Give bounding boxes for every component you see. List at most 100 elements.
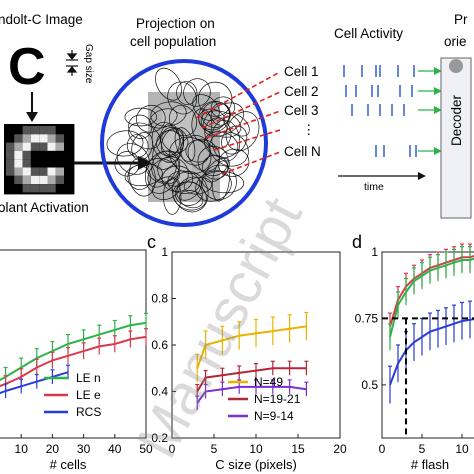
activation-pixel bbox=[39, 150, 48, 160]
receptive-field bbox=[163, 178, 182, 215]
series-line bbox=[389, 254, 474, 327]
activation-pixel bbox=[47, 134, 56, 143]
y-tick-label: 0.4 bbox=[151, 385, 168, 399]
receptive-field bbox=[202, 102, 244, 137]
activation-pixel bbox=[14, 159, 23, 168]
receptive-field bbox=[152, 176, 181, 200]
receptive-field bbox=[161, 126, 189, 153]
activation-pixel bbox=[30, 126, 40, 135]
projection-title-1: Projection on bbox=[136, 16, 215, 31]
activation-pixel bbox=[6, 175, 15, 185]
projection-dash-line bbox=[201, 91, 281, 129]
activation-pixel bbox=[55, 126, 65, 135]
activation-pixel bbox=[14, 167, 23, 176]
activation-pixel bbox=[6, 184, 15, 193]
cell-population-circle bbox=[100, 59, 268, 227]
x-tick-label: 10 bbox=[15, 442, 29, 456]
cell-label: Cell 3 bbox=[284, 103, 319, 118]
right-arrow-icon bbox=[74, 156, 152, 170]
activation-pixel bbox=[22, 142, 31, 151]
activation-pixel bbox=[22, 167, 31, 176]
receptive-field bbox=[202, 154, 229, 180]
activation-pixel bbox=[6, 159, 15, 168]
activation-pixel bbox=[64, 167, 73, 176]
pr-label: Pr bbox=[454, 12, 468, 27]
y-tick-label: 0.2 bbox=[151, 431, 168, 445]
activation-pixel bbox=[55, 150, 65, 160]
series-line bbox=[196, 385, 307, 404]
activation-pixel bbox=[39, 134, 48, 143]
receptive-field bbox=[155, 67, 182, 101]
decoder-label: Decoder bbox=[449, 94, 464, 146]
x-tick-label: 0 bbox=[379, 442, 386, 456]
activation-pixel bbox=[55, 159, 65, 168]
x-axis-label: C size (pixels) bbox=[215, 457, 297, 472]
gap-size-label: Gap size bbox=[83, 44, 94, 84]
receptive-field bbox=[209, 131, 249, 167]
receptive-field bbox=[128, 122, 161, 150]
x-tick-label: 40 bbox=[108, 442, 122, 456]
activation-pixel bbox=[6, 167, 15, 176]
activation-pixel bbox=[39, 159, 48, 168]
activation-pixel bbox=[64, 175, 73, 185]
legend-label: N=9-14 bbox=[254, 409, 294, 423]
activation-pixel bbox=[22, 159, 31, 168]
decoder-input-arrowhead bbox=[434, 106, 442, 114]
activation-pixel bbox=[39, 167, 48, 176]
activation-pixel bbox=[64, 150, 73, 160]
receptive-field bbox=[128, 114, 153, 139]
projection-dash-line bbox=[221, 151, 281, 175]
legend-label: LE e bbox=[76, 388, 101, 402]
receptive-field bbox=[198, 100, 231, 133]
receptive-field bbox=[171, 171, 209, 213]
series-line bbox=[0, 321, 147, 382]
y-tick-label: 1 bbox=[161, 245, 168, 259]
receptive-field bbox=[200, 110, 242, 138]
activation-pixel bbox=[6, 142, 15, 151]
activation-pixel bbox=[14, 142, 23, 151]
receptive-field bbox=[152, 128, 185, 170]
receptive-field bbox=[126, 134, 149, 158]
x-tick-label: 10 bbox=[249, 442, 263, 456]
y-tick-label: 0.6 bbox=[151, 338, 168, 352]
receptive-field bbox=[176, 81, 198, 105]
projection-title-2: cell population bbox=[130, 34, 216, 49]
receptive-field bbox=[161, 165, 194, 192]
series-line bbox=[389, 257, 474, 338]
receptive-field bbox=[176, 176, 202, 201]
x-tick-label: 15 bbox=[291, 442, 305, 456]
activation-pixel bbox=[30, 159, 40, 168]
activation-pixel bbox=[55, 142, 65, 151]
receptive-field bbox=[187, 138, 221, 172]
series-line bbox=[389, 318, 474, 386]
receptive-field bbox=[157, 156, 189, 187]
decoder-input-arrowhead bbox=[434, 87, 442, 95]
receptive-field bbox=[167, 81, 197, 115]
activation-pixel bbox=[30, 142, 40, 151]
x-tick-label: 10 bbox=[455, 442, 469, 456]
activation-pixel bbox=[6, 126, 15, 135]
activation-pixel bbox=[55, 167, 65, 176]
landolt-title: ndolt-C Image bbox=[0, 12, 83, 27]
activation-pixel bbox=[39, 126, 48, 135]
y-tick-label: 0.5 bbox=[361, 378, 378, 392]
legend-label: LE n bbox=[76, 371, 101, 385]
projection-dash-line bbox=[213, 129, 281, 151]
watermark-text: Manuscript bbox=[124, 187, 315, 468]
x-tick-label: 30 bbox=[77, 442, 91, 456]
panel-d-letter: d bbox=[352, 232, 362, 252]
activation-pixel bbox=[14, 126, 23, 135]
projection-dash-line bbox=[205, 110, 281, 139]
cell-label: Cell 1 bbox=[284, 64, 319, 79]
plot-frame bbox=[0, 249, 147, 439]
plot-frame bbox=[381, 251, 474, 439]
receptive-field bbox=[191, 108, 213, 142]
receptive-field bbox=[160, 123, 181, 156]
receptive-field bbox=[210, 102, 231, 126]
activation-pixel bbox=[64, 126, 73, 135]
activation-pixel bbox=[64, 142, 73, 151]
activation-pixel bbox=[30, 184, 40, 193]
panel-c-letter: c bbox=[147, 232, 156, 252]
receptive-field bbox=[197, 145, 229, 177]
